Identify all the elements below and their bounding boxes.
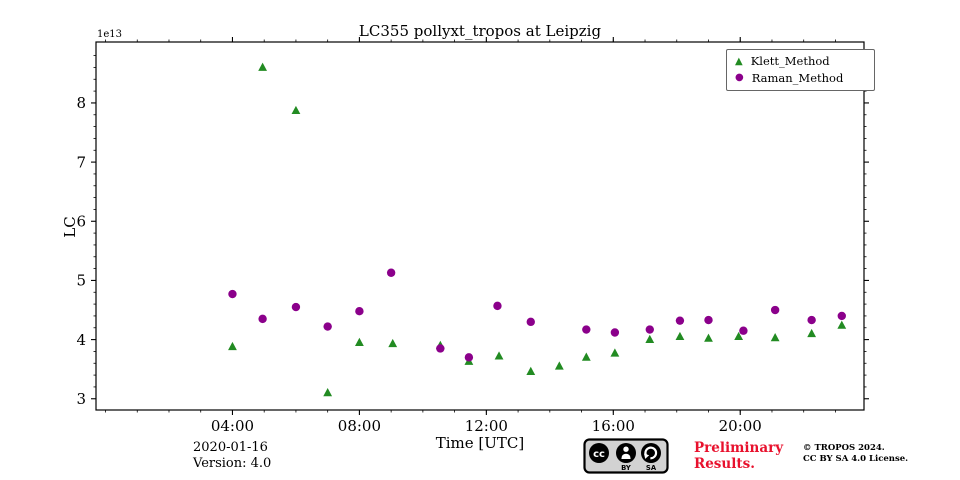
- scatter-point-Raman_Method: [386, 268, 396, 277]
- legend-label-klett: Klett_Method: [750, 54, 830, 68]
- scatter-point-Klett_Method: [526, 366, 536, 375]
- by-icon-body: [621, 453, 631, 459]
- triangle-marker-icon: ▲: [735, 55, 743, 67]
- scatter-point-Raman_Method: [770, 305, 780, 315]
- version-label: Version: 4.0: [193, 456, 272, 471]
- y-tick-label: 3: [76, 390, 86, 408]
- scatter-point-Raman_Method: [228, 289, 237, 299]
- footer-meta: 2020-01-16 Version: 4.0: [193, 440, 271, 472]
- scatter-point-Raman_Method: [582, 325, 591, 334]
- copyright-line1: © TROPOS 2024.: [803, 443, 885, 453]
- date-label: 2020-01-16: [193, 440, 268, 455]
- sa-icon: [641, 443, 661, 463]
- sa-label: SA: [646, 464, 657, 472]
- scatter-point-Klett_Method: [355, 337, 364, 346]
- y-tick-label: 7: [76, 153, 86, 171]
- legend-label-raman: Raman_Method: [751, 70, 844, 85]
- scatter-point-Klett_Method: [581, 352, 591, 361]
- scatter-point-Klett_Method: [770, 333, 780, 342]
- scatter-point-Raman_Method: [323, 322, 332, 331]
- scatter-point-Raman_Method: [807, 315, 816, 325]
- scatter-point-Klett_Method: [645, 334, 655, 343]
- x-tick-label: 04:00: [211, 417, 254, 435]
- scatter-point-Raman_Method: [355, 306, 364, 316]
- scatter-point-Raman_Method: [493, 301, 502, 311]
- scatter-point-Raman_Method: [675, 316, 685, 325]
- cc-license-badge: cc BY SA: [583, 438, 669, 478]
- y-tick-label: 8: [76, 94, 86, 112]
- preliminary-line2: Results.: [694, 456, 755, 472]
- scatter-point-Raman_Method: [610, 328, 620, 337]
- y-tick-label: 6: [76, 212, 86, 230]
- scatter-point-Raman_Method: [464, 353, 474, 362]
- chart-title: LC355 pollyxt_tropos at Leipzig: [358, 22, 602, 40]
- legend: ▲ Klett_Method ● Raman_Method: [726, 49, 875, 91]
- scatter-point-Klett_Method: [228, 341, 237, 351]
- scatter-point-Klett_Method: [554, 361, 564, 370]
- by-icon-head: [623, 446, 629, 452]
- scatter-point-Raman_Method: [258, 314, 267, 324]
- scatter-point-Raman_Method: [739, 326, 748, 335]
- scatter-point-Raman_Method: [526, 317, 535, 327]
- by-label: BY: [621, 464, 631, 472]
- y-tick-label: 5: [76, 272, 86, 290]
- legend-item-klett: ▲ Klett_Method: [735, 54, 866, 68]
- legend-item-raman: ● Raman_Method: [735, 70, 866, 85]
- copyright-line2: CC BY SA 4.0 License.: [803, 454, 909, 464]
- scatter-point-Raman_Method: [704, 315, 713, 325]
- sa-icon-arrowhead: [644, 453, 650, 459]
- scatter-point-Klett_Method: [291, 105, 301, 115]
- x-tick-label: 16:00: [592, 417, 635, 435]
- scatter-point-Klett_Method: [675, 331, 685, 341]
- cc-icon-text: cc: [593, 449, 605, 460]
- scatter-point-Klett_Method: [807, 328, 817, 338]
- scatter-point-Klett_Method: [734, 331, 744, 341]
- x-tick-label: 12:00: [465, 417, 508, 435]
- preliminary-line1: Preliminary: [694, 440, 784, 456]
- axes-frame: [95, 41, 865, 411]
- y-tick-label: 4: [76, 331, 86, 349]
- sa-icon-arc: [644, 446, 658, 460]
- scatter-point-Raman_Method: [837, 311, 846, 321]
- x-tick-label: 08:00: [338, 417, 381, 435]
- scatter-point-Klett_Method: [323, 388, 333, 397]
- y-axis-label: LC: [61, 216, 79, 238]
- y-offset-label: 1e13: [97, 29, 123, 40]
- circle-marker-icon: ●: [735, 72, 744, 84]
- cc-icon: [589, 443, 609, 463]
- scatter-point-Klett_Method: [388, 338, 398, 348]
- scatter-point-Raman_Method: [436, 344, 445, 353]
- scatter-point-Raman_Method: [291, 302, 301, 312]
- scatter-point-Klett_Method: [704, 333, 713, 342]
- scatter-point-Klett_Method: [494, 351, 504, 360]
- scatter-point-Klett_Method: [837, 320, 847, 329]
- x-axis-label: Time [UTC]: [435, 434, 525, 452]
- by-icon: [616, 443, 636, 463]
- scatter-point-Raman_Method: [645, 325, 654, 334]
- x-tick-label: 20:00: [719, 417, 762, 435]
- copyright-note: © TROPOS 2024. CC BY SA 4.0 License.: [803, 443, 908, 465]
- scatter-point-Klett_Method: [258, 62, 268, 71]
- scatter-point-Klett_Method: [610, 348, 620, 357]
- preliminary-note: Preliminary Results.: [694, 440, 783, 472]
- cc-badge-graphic: cc BY SA: [583, 438, 669, 474]
